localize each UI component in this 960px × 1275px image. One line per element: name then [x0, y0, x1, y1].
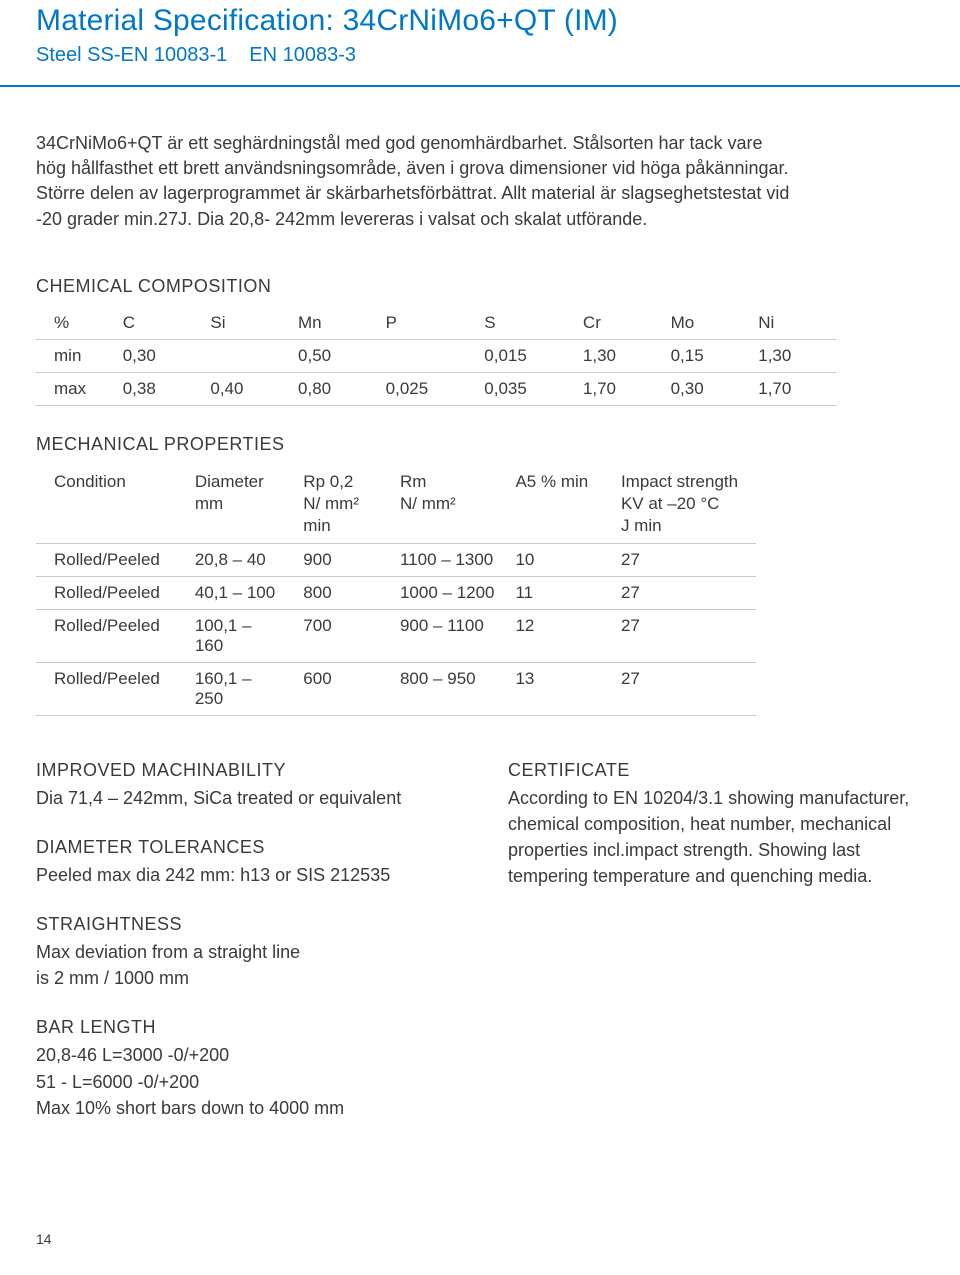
mech-cell: 900 — [293, 544, 390, 577]
info-block-body: Max deviation from a straight lineis 2 m… — [36, 939, 452, 991]
info-block-heading: BAR LENGTH — [36, 1017, 452, 1038]
chem-col-header: Ni — [748, 307, 836, 340]
mech-col-header: Impact strengthKV at –20 °CJ min — [611, 465, 756, 544]
intro-paragraph: 34CrNiMo6+QT är ett seghärdningstål med … — [36, 131, 796, 232]
chem-cell: 0,40 — [200, 372, 288, 405]
mech-cell: 27 — [611, 544, 756, 577]
info-block-body: Dia 71,4 – 242mm, SiCa treated or equiva… — [36, 785, 452, 811]
page-title: Material Specification: 34CrNiMo6+QT (IM… — [36, 0, 960, 38]
page: Material Specification: 34CrNiMo6+QT (IM… — [0, 0, 960, 1275]
mechanical-properties-heading: MECHANICAL PROPERTIES — [36, 434, 924, 455]
table-row: Rolled/Peeled40,1 – 1008001000 – 1200112… — [36, 577, 756, 610]
right-column: CERTIFICATE According to EN 10204/3.1 sho… — [508, 760, 924, 1147]
table-row: Rolled/Peeled160,1 – 250600800 – 9501327 — [36, 663, 756, 716]
mech-col-header: Diametermm — [185, 465, 293, 544]
chemical-composition-heading: CHEMICAL COMPOSITION — [36, 276, 924, 297]
mech-cell: 27 — [611, 610, 756, 663]
mech-cell: 11 — [505, 577, 610, 610]
mech-cell: 1000 – 1200 — [390, 577, 506, 610]
info-block-heading: IMPROVED MACHINABILITY — [36, 760, 452, 781]
mech-cell: 900 – 1100 — [390, 610, 506, 663]
chem-cell: 0,30 — [113, 339, 201, 372]
info-block-heading: STRAIGHTNESS — [36, 914, 452, 935]
chem-col-header: Mo — [661, 307, 749, 340]
chem-cell: 1,30 — [573, 339, 661, 372]
chem-col-header: S — [474, 307, 573, 340]
mech-cell: 12 — [505, 610, 610, 663]
chem-col-header: C — [113, 307, 201, 340]
content: 34CrNiMo6+QT är ett seghärdningstål med … — [0, 131, 960, 1147]
mech-cell: 160,1 – 250 — [185, 663, 293, 716]
chem-cell: 1,70 — [573, 372, 661, 405]
chem-col-header: P — [376, 307, 475, 340]
mech-cell: Rolled/Peeled — [36, 610, 185, 663]
chem-cell — [200, 339, 288, 372]
info-block: CERTIFICATE According to EN 10204/3.1 sho… — [508, 760, 924, 889]
page-subtitle: Steel SS-EN 10083-1 EN 10083-3 — [36, 44, 960, 67]
subtitle-part-b: EN 10083-3 — [249, 44, 356, 66]
mech-cell: 27 — [611, 577, 756, 610]
chem-col-header: Cr — [573, 307, 661, 340]
chem-col-header: % — [36, 307, 113, 340]
title-block: Material Specification: 34CrNiMo6+QT (IM… — [0, 0, 960, 67]
page-number: 14 — [36, 1231, 52, 1247]
chem-cell: 1,70 — [748, 372, 836, 405]
chem-cell: max — [36, 372, 113, 405]
mech-cell: 20,8 – 40 — [185, 544, 293, 577]
chem-cell: 0,035 — [474, 372, 573, 405]
mech-cell: Rolled/Peeled — [36, 663, 185, 716]
subtitle-part-a: Steel SS-EN 10083-1 — [36, 44, 227, 66]
info-block: IMPROVED MACHINABILITY Dia 71,4 – 242mm, … — [36, 760, 452, 811]
left-column: IMPROVED MACHINABILITY Dia 71,4 – 242mm, … — [36, 760, 452, 1147]
chem-cell: 0,38 — [113, 372, 201, 405]
mech-col-header: Condition — [36, 465, 185, 544]
mech-cell: 10 — [505, 544, 610, 577]
mech-cell: Rolled/Peeled — [36, 544, 185, 577]
info-block-heading: CERTIFICATE — [508, 760, 924, 781]
table-row: min0,300,500,0151,300,151,30 — [36, 339, 836, 372]
chemical-composition-table: %CSiMnPSCrMoNi min0,300,500,0151,300,151… — [36, 307, 836, 406]
info-block: DIAMETER TOLERANCES Peeled max dia 242 mm… — [36, 837, 452, 888]
info-block-body: 20,8-46 L=3000 -0/+20051 - L=6000 -0/+20… — [36, 1042, 452, 1120]
chem-cell: 1,30 — [748, 339, 836, 372]
mech-cell: 100,1 – 160 — [185, 610, 293, 663]
chem-cell: 0,30 — [661, 372, 749, 405]
mech-col-header: Rp 0,2N/ mm²min — [293, 465, 390, 544]
mech-cell: Rolled/Peeled — [36, 577, 185, 610]
chem-cell: 0,025 — [376, 372, 475, 405]
mech-cell: 600 — [293, 663, 390, 716]
details-columns: IMPROVED MACHINABILITY Dia 71,4 – 242mm, … — [36, 760, 924, 1147]
header-rule — [0, 85, 960, 87]
chem-cell: 0,015 — [474, 339, 573, 372]
info-block: BAR LENGTH 20,8-46 L=3000 -0/+20051 - L=6… — [36, 1017, 452, 1120]
mech-cell: 27 — [611, 663, 756, 716]
chem-col-header: Mn — [288, 307, 376, 340]
table-row: Rolled/Peeled20,8 – 409001100 – 13001027 — [36, 544, 756, 577]
info-block-body: Peeled max dia 242 mm: h13 or SIS 212535 — [36, 862, 452, 888]
chem-cell: 0,50 — [288, 339, 376, 372]
mech-col-header: A5 % min — [505, 465, 610, 544]
info-block: STRAIGHTNESS Max deviation from a straigh… — [36, 914, 452, 991]
chem-cell — [376, 339, 475, 372]
chem-col-header: Si — [200, 307, 288, 340]
chem-cell: 0,15 — [661, 339, 749, 372]
mech-col-header: RmN/ mm² — [390, 465, 506, 544]
chem-cell: min — [36, 339, 113, 372]
table-row: Rolled/Peeled100,1 – 160700900 – 1100122… — [36, 610, 756, 663]
mechanical-properties-table: ConditionDiametermmRp 0,2N/ mm²minRmN/ m… — [36, 465, 756, 716]
mech-cell: 40,1 – 100 — [185, 577, 293, 610]
mech-cell: 13 — [505, 663, 610, 716]
mech-cell: 1100 – 1300 — [390, 544, 506, 577]
chem-cell: 0,80 — [288, 372, 376, 405]
info-block-heading: DIAMETER TOLERANCES — [36, 837, 452, 858]
info-block-body: According to EN 10204/3.1 showing manufa… — [508, 785, 924, 889]
mech-cell: 700 — [293, 610, 390, 663]
mech-cell: 800 – 950 — [390, 663, 506, 716]
table-row: max0,380,400,800,0250,0351,700,301,70 — [36, 372, 836, 405]
mech-cell: 800 — [293, 577, 390, 610]
